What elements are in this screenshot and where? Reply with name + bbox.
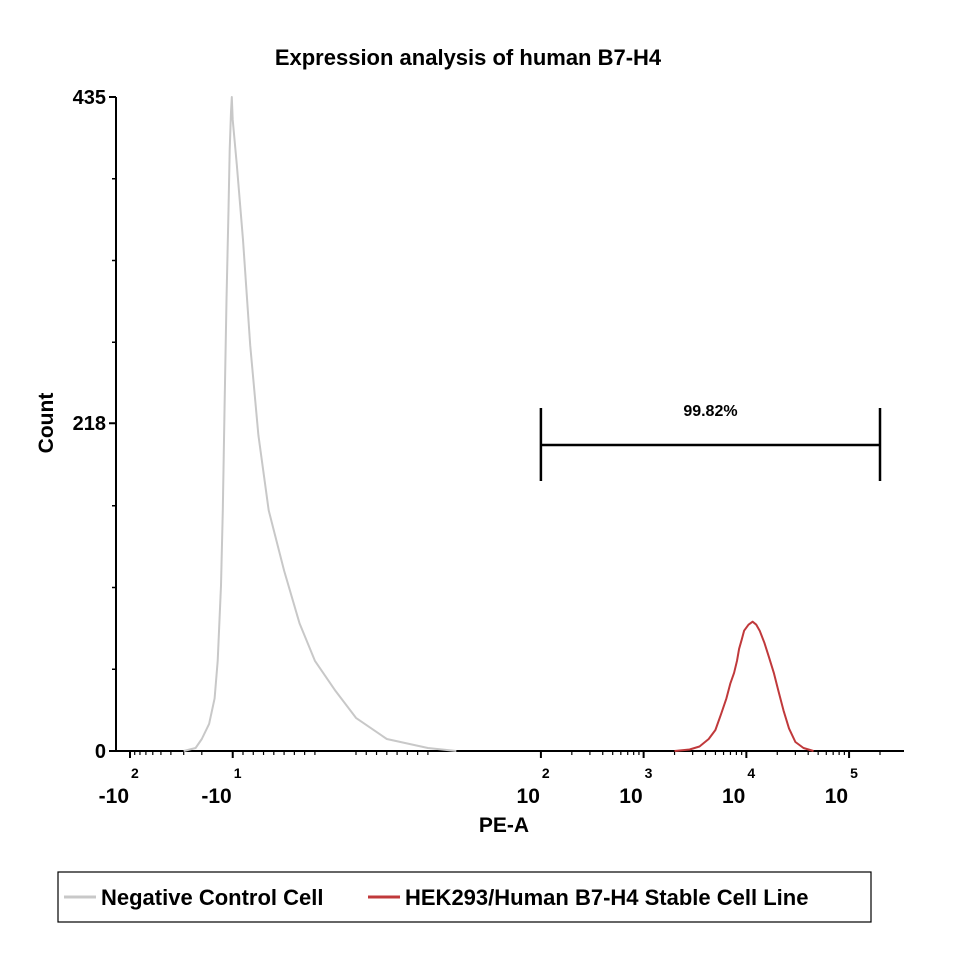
series-negative-control-curve <box>183 96 457 752</box>
y-tick-label: 0 <box>95 741 106 763</box>
gate-marker: 99.82% <box>539 403 882 481</box>
x-tick-exponent: 3 <box>645 765 653 781</box>
legend-label-negative-control: Negative Control Cell <box>101 885 323 910</box>
x-tick-label: 10 <box>825 785 848 808</box>
x-tick-exponent: 5 <box>850 765 858 781</box>
x-tick-exponent: 4 <box>747 765 755 781</box>
series-group <box>183 96 814 752</box>
y-axis-label: Count <box>35 393 58 454</box>
x-tick-label: -10 <box>99 785 129 808</box>
y-tick-label: 218 <box>73 413 106 435</box>
x-tick-exponent: 2 <box>542 765 550 781</box>
x-tick-exponent: 2 <box>131 765 139 781</box>
x-tick-label: 10 <box>722 785 745 808</box>
y-ticks: 0 218 435 <box>73 87 116 763</box>
series-b7-h4-curve <box>674 620 814 752</box>
gate-percentage-label: 99.82% <box>683 403 737 420</box>
x-tick-exponent: 1 <box>234 765 242 781</box>
x-axis-label: PE-A <box>479 814 529 837</box>
x-tick-label: -10 <box>201 785 231 808</box>
x-tick-label: 10 <box>619 785 642 808</box>
legend: Negative Control Cell HEK293/Human B7-H4… <box>57 871 872 923</box>
chart-title: Expression analysis of human B7-H4 <box>275 45 662 70</box>
legend-box <box>57 871 872 923</box>
y-tick-label: 435 <box>73 87 106 109</box>
x-tick-label: 10 <box>517 785 540 808</box>
legend-label-b7-h4-cell-line: HEK293/Human B7-H4 Stable Cell Line <box>405 885 808 910</box>
